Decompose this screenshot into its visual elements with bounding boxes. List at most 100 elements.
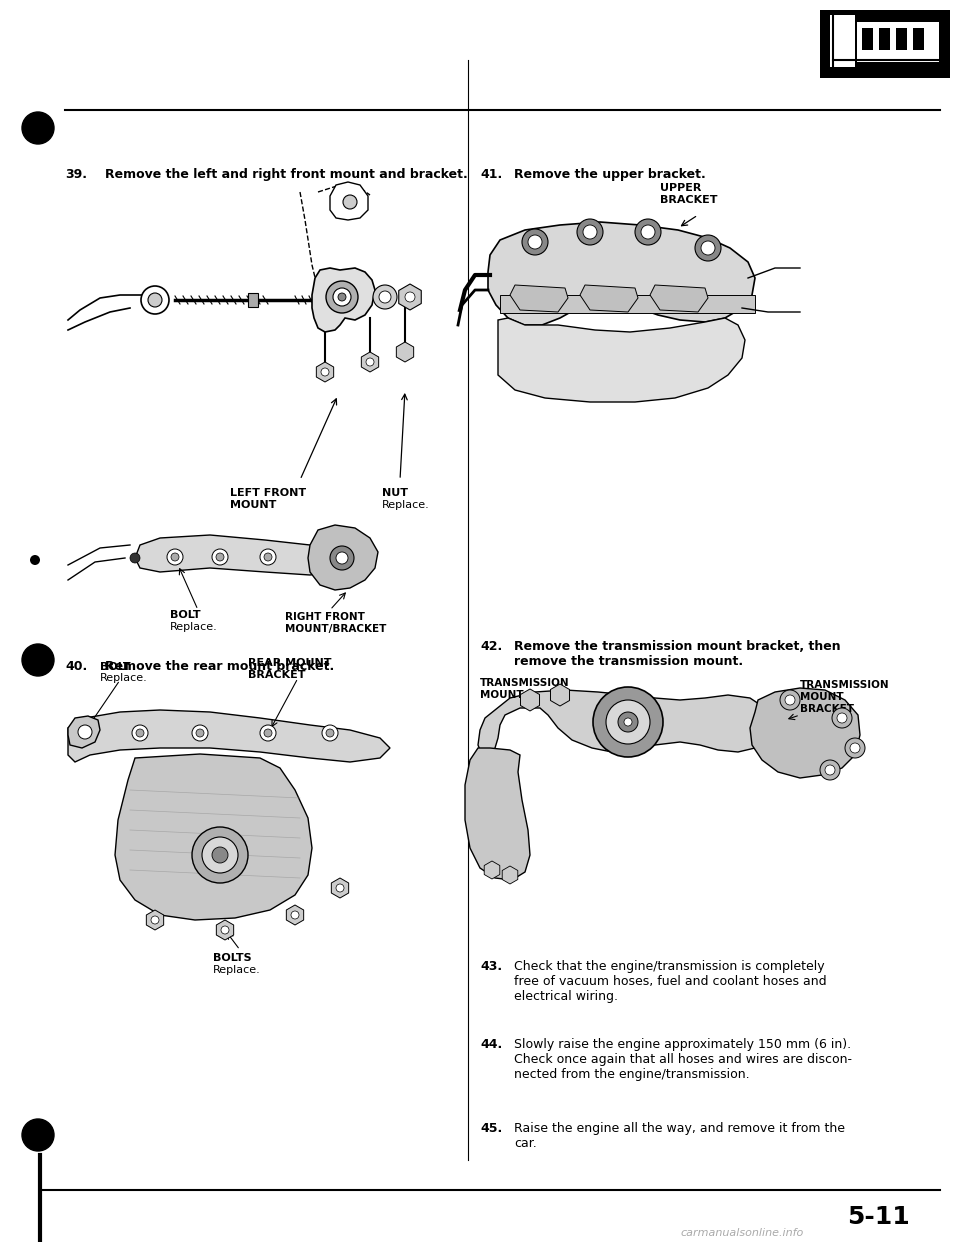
Circle shape	[336, 884, 344, 892]
Circle shape	[379, 291, 391, 303]
Bar	[248, 293, 258, 307]
Polygon shape	[330, 183, 368, 220]
Text: BOLT: BOLT	[100, 662, 131, 672]
Circle shape	[593, 687, 663, 758]
Circle shape	[192, 725, 208, 741]
Circle shape	[264, 729, 272, 737]
Bar	[820, 10, 950, 78]
Text: 44.: 44.	[480, 1038, 502, 1051]
Circle shape	[202, 837, 238, 873]
Polygon shape	[488, 222, 755, 325]
Text: carmanualsonline.info: carmanualsonline.info	[680, 1228, 804, 1238]
Circle shape	[528, 235, 542, 248]
Circle shape	[196, 729, 204, 737]
Bar	[896, 29, 907, 50]
Text: MOUNT/BRACKET: MOUNT/BRACKET	[285, 623, 386, 633]
Circle shape	[366, 358, 374, 366]
Text: 5-11: 5-11	[848, 1205, 910, 1230]
Circle shape	[322, 725, 338, 741]
Circle shape	[695, 235, 721, 261]
Circle shape	[216, 553, 224, 561]
Text: Check that the engine/transmission is completely
free of vacuum hoses, fuel and : Check that the engine/transmission is co…	[514, 960, 827, 1004]
Circle shape	[78, 725, 92, 739]
Text: BRACKET: BRACKET	[248, 669, 305, 681]
Polygon shape	[68, 715, 100, 748]
Circle shape	[221, 927, 229, 934]
Polygon shape	[312, 268, 375, 332]
Text: TRANSMISSION: TRANSMISSION	[480, 678, 569, 688]
Circle shape	[260, 549, 276, 565]
Text: REAR MOUNT: REAR MOUNT	[248, 658, 331, 668]
Circle shape	[148, 293, 162, 307]
Bar	[830, 15, 855, 67]
Circle shape	[291, 910, 299, 919]
Polygon shape	[750, 688, 860, 777]
Text: Replace.: Replace.	[170, 622, 218, 632]
Circle shape	[522, 229, 548, 255]
Polygon shape	[498, 318, 745, 402]
Circle shape	[405, 292, 415, 302]
Circle shape	[577, 219, 603, 245]
Bar	[857, 22, 939, 62]
Text: BRACKET: BRACKET	[660, 195, 717, 205]
Circle shape	[141, 286, 169, 314]
Polygon shape	[650, 284, 708, 312]
Circle shape	[832, 708, 852, 728]
Circle shape	[330, 546, 354, 570]
Text: Replace.: Replace.	[382, 501, 430, 510]
Circle shape	[635, 219, 661, 245]
Text: MOUNT: MOUNT	[230, 501, 276, 510]
Circle shape	[22, 645, 54, 676]
Text: Remove the upper bracket.: Remove the upper bracket.	[514, 168, 706, 181]
Text: Remove the transmission mount bracket, then
remove the transmission mount.: Remove the transmission mount bracket, t…	[514, 640, 841, 668]
Text: 45.: 45.	[480, 1122, 502, 1135]
Text: BRACKET: BRACKET	[800, 704, 854, 714]
Circle shape	[130, 553, 140, 563]
Text: 42.: 42.	[480, 640, 502, 653]
Circle shape	[321, 368, 329, 376]
Text: 43.: 43.	[480, 960, 502, 972]
Circle shape	[624, 718, 632, 727]
Polygon shape	[308, 525, 378, 590]
Text: Slowly raise the engine approximately 150 mm (6 in).
Check once again that all h: Slowly raise the engine approximately 15…	[514, 1038, 852, 1081]
Circle shape	[326, 729, 334, 737]
Bar	[500, 296, 755, 313]
Circle shape	[132, 725, 148, 741]
Circle shape	[343, 195, 357, 209]
Text: Remove the rear mount bracket.: Remove the rear mount bracket.	[105, 660, 334, 673]
Circle shape	[338, 293, 346, 301]
Text: LEFT FRONT: LEFT FRONT	[230, 488, 306, 498]
Polygon shape	[580, 284, 638, 312]
Circle shape	[373, 284, 397, 309]
Bar	[879, 29, 890, 50]
Circle shape	[212, 847, 228, 863]
Circle shape	[606, 700, 650, 744]
Circle shape	[326, 281, 358, 313]
Circle shape	[845, 738, 865, 758]
Circle shape	[22, 112, 54, 144]
Text: BOLTS: BOLTS	[213, 953, 252, 963]
Circle shape	[336, 551, 348, 564]
Bar	[862, 29, 873, 50]
Polygon shape	[115, 754, 312, 920]
Circle shape	[785, 696, 795, 705]
Text: Replace.: Replace.	[100, 673, 148, 683]
Circle shape	[22, 1119, 54, 1151]
Circle shape	[171, 553, 179, 561]
Bar	[913, 29, 924, 50]
Circle shape	[151, 917, 159, 924]
Circle shape	[780, 691, 800, 710]
Text: Replace.: Replace.	[213, 965, 261, 975]
Text: BOLT: BOLT	[170, 610, 201, 620]
Text: Raise the engine all the way, and remove it from the
car.: Raise the engine all the way, and remove…	[514, 1122, 845, 1150]
Circle shape	[192, 827, 248, 883]
Text: NUT: NUT	[382, 488, 408, 498]
Circle shape	[641, 225, 655, 238]
Polygon shape	[465, 748, 530, 881]
Text: MOUNT: MOUNT	[480, 691, 523, 700]
Circle shape	[701, 241, 715, 255]
Text: TRANSMISSION: TRANSMISSION	[800, 681, 890, 691]
Text: 39.: 39.	[65, 168, 87, 181]
Text: MOUNT: MOUNT	[800, 692, 844, 702]
Circle shape	[825, 765, 835, 775]
